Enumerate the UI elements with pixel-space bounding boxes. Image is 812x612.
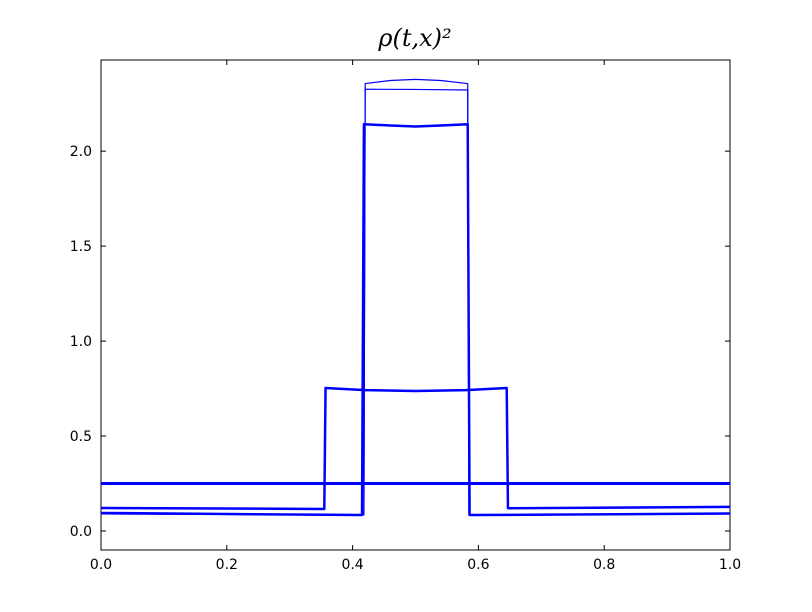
x-tick-label: 0.2	[216, 557, 238, 573]
x-tick-label: 0.0	[90, 557, 112, 573]
line-series	[101, 386, 730, 511]
plot-frame	[100, 59, 731, 551]
y-tick-label: 0.5	[70, 429, 92, 445]
x-tick-label: 0.8	[593, 557, 615, 573]
y-tick-label: 1.5	[70, 239, 92, 255]
y-tick-label: 2.0	[70, 144, 92, 160]
y-tick-label: 0.0	[70, 524, 92, 540]
y-tick-label: 1.0	[70, 334, 92, 350]
line-series	[101, 78, 730, 516]
x-tick-label: 0.4	[341, 557, 363, 573]
x-tick-label: 0.6	[467, 557, 489, 573]
x-tick-label: 1.0	[719, 557, 741, 573]
chart-title: ρ(t,x)²	[377, 24, 451, 52]
